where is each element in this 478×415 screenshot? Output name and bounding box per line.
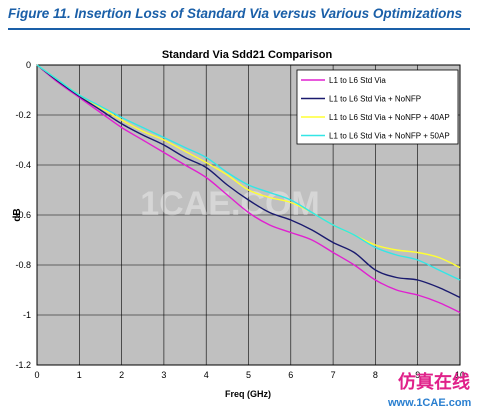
wechat-watermark: 微信号 xyxy=(340,376,373,390)
x-tick-label: 5 xyxy=(246,370,251,380)
y-tick-label: -1.2 xyxy=(15,360,31,370)
legend-label-3: L1 to L6 Std Via + NoNFP + 40AP xyxy=(329,113,450,122)
x-tick-label: 3 xyxy=(161,370,166,380)
x-tick-label: 0 xyxy=(34,370,39,380)
y-tick-label: -1 xyxy=(23,310,31,320)
x-tick-label: 8 xyxy=(373,370,378,380)
x-tick-label: 10 xyxy=(455,370,465,380)
axis-tick-labels: 0 1 2 3 4 5 6 7 8 9 10 0 -0.2 -0.4 -0.6 -0.8 -1 -1.2 xyxy=(15,60,465,380)
legend-label-4: L1 to L6 Std Via + NoNFP + 50AP xyxy=(329,132,450,141)
y-axis-label: dB xyxy=(12,208,23,221)
legend-items: L1 to L6 Std Via L1 to L6 Std Via + NoNFP… xyxy=(301,76,450,141)
y-tick-label: -0.2 xyxy=(15,110,31,120)
legend-box xyxy=(296,69,459,145)
y-tick-label: -0.4 xyxy=(15,160,31,170)
figure-caption-bar: Figure 11. Insertion Loss of Standard Vi… xyxy=(8,2,470,30)
y-tick-label: 0 xyxy=(26,60,31,70)
x-tick-label: 4 xyxy=(204,370,209,380)
sdd21-line-chart: Standard Via Sdd21 Comparison 1CAE.COM 0… xyxy=(12,49,472,409)
x-tick-label: 1 xyxy=(77,370,82,380)
y-tick-label: -0.6 xyxy=(15,210,31,220)
x-tick-label: 6 xyxy=(288,370,293,380)
legend: L1 to L6 Std Via L1 to L6 Std Via + NoNFP… xyxy=(296,69,459,145)
watermark-center: 1CAE.COM xyxy=(140,185,319,223)
x-axis-label: Freq (GHz) xyxy=(225,389,271,399)
chart-title: Standard Via Sdd21 Comparison xyxy=(162,49,333,61)
series-line-1 xyxy=(36,64,461,314)
x-tick-label: 2 xyxy=(119,370,124,380)
y-tick-label: -0.8 xyxy=(15,260,31,270)
series-line-2 xyxy=(36,64,461,299)
legend-label-1: L1 to L6 Std Via xyxy=(329,76,386,85)
watermark-url-text: www.1CAE.com xyxy=(387,397,472,409)
corner-watermark: 微信号 仿真在线 www.1CAE.com xyxy=(340,371,472,409)
chart-container: Standard Via Sdd21 Comparison 1CAE.COM 0… xyxy=(0,40,478,410)
series-line-3 xyxy=(36,64,461,269)
legend-label-2: L1 to L6 Std Via + NoNFP xyxy=(329,95,421,104)
watermark-cn-text: 仿真在线 xyxy=(398,371,470,392)
figure-caption: Figure 11. Insertion Loss of Standard Vi… xyxy=(8,6,463,21)
x-tick-label: 9 xyxy=(415,370,420,380)
series-layer xyxy=(36,64,461,314)
series-line-4 xyxy=(36,64,461,281)
x-tick-label: 7 xyxy=(331,370,336,380)
